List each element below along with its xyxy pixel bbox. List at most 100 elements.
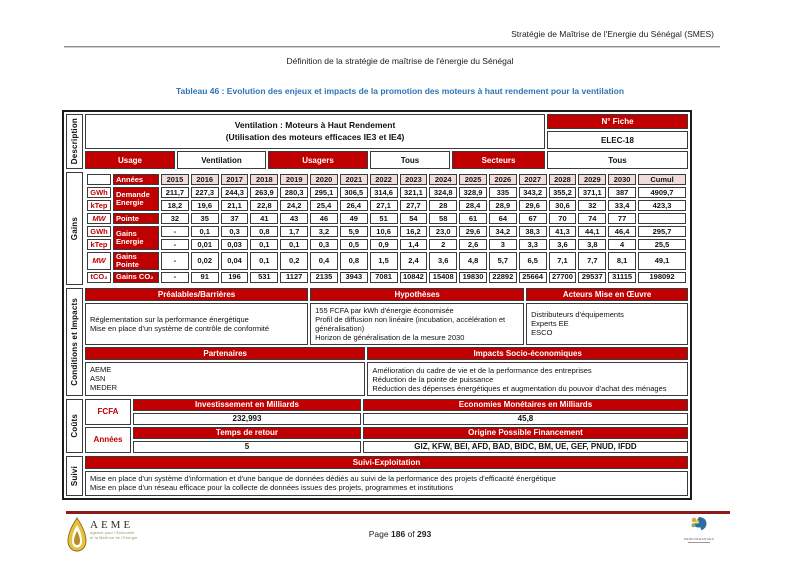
gains-value-cell: 3943 [339,271,368,283]
gains-value-cell: 0,9 [369,239,398,250]
acteurs-line: Experts EE [531,319,569,329]
gains-data-row: tCO₂ Gains CO₂ -91 196 531 1127 2135 3943 7081 10… [87,271,686,283]
hypotheses-header: Hypothèses [310,287,525,301]
year-header-cell: 2027 [518,174,547,185]
unit-cell: MW [87,213,111,224]
side-label-description: Description [66,114,83,169]
investissement-header: Investissement en Milliards [133,398,361,411]
report-title: Stratégie de Maîtrise de l'Energie du Sé… [511,29,714,39]
gains-data-row: GWh Gains Energie -0,1 0,3 0,8 1,7 3,2 5,9 10,6 1… [87,226,686,250]
gains-cumul-cell: 423,3 [638,200,686,211]
impacts-body: Amélioration du cadre de vie et de la pe… [367,361,688,396]
side-label-conditions: Conditions et Impacts [66,287,83,396]
table-caption: Tableau 46 : Evolution des enjeux et imp… [175,86,625,96]
gains-value-cell: 0,1 [190,226,219,237]
gains-cumul-cell: 25,5 [638,239,686,250]
unit-cell: kTep [87,200,111,211]
side-label-suivi: Suivi [66,455,83,496]
gains-value-cell: 22,8 [250,200,279,211]
annees-unit-label: Années [85,426,131,453]
gains-value-cell: 0,03 [220,239,249,250]
gains-value-cell: 0,8 [339,252,368,270]
fcfa-unit-label: FCFA [85,398,131,425]
gains-value-cell: 3,8 [578,239,607,250]
section-suivi: Suivi Suivi-Exploitation Mise en place d… [66,455,688,496]
gains-value-cell: 46,4 [608,226,636,237]
gains-value-cell: 19830 [459,271,487,283]
conditions-grid-top: Préalables/Barrières Hypothèses Acteurs … [85,287,688,345]
economies-header: Economies Monétaires en Milliards [362,398,688,411]
acteurs-line: Distributeurs d'équipements [531,310,624,320]
gains-value-cell: 196 [220,271,249,283]
year-header-cell: 2030 [608,174,636,185]
gains-table: Années 2015 2016 2017 2018 2019 2020 2021 2022 20… [85,172,688,285]
gains-value-cell: 23,0 [429,226,458,237]
gains-value-cell: 77 [608,213,636,224]
gains-value-cell: 91 [190,271,219,283]
gains-value-cell: 2135 [310,271,338,283]
suivi-line: Mise en place d'un système d'information… [90,473,556,483]
gains-value-cell: - [161,239,189,250]
usage-value: Ventilation [177,151,266,169]
gains-value-cell: 3,3 [518,239,547,250]
gains-value-cell: 4 [608,239,636,250]
footer-divider [66,511,730,514]
economies-value: 45,8 [362,412,688,425]
gains-value-cell: 387 [608,187,636,198]
performances-icon [691,517,707,531]
suivi-content: Suivi-Exploitation Mise en place d'un sy… [85,455,688,496]
usagers-label: Usagers [268,151,368,169]
impacts-header: Impacts Socio-économiques [367,346,688,360]
gains-value-cell: 7081 [369,271,398,283]
gains-value-cell: 43 [280,213,309,224]
gains-value-cell: 7,1 [548,252,577,270]
gains-value-cell: 321,1 [399,187,428,198]
gains-value-cell: 10842 [399,271,428,283]
gains-value-cell: 32 [578,200,607,211]
gains-value-cell: 28 [429,200,458,211]
conditions-content: Préalables/Barrières Hypothèses Acteurs … [85,287,688,396]
gains-value-cell: 74 [578,213,607,224]
gains-value-cell: 27,7 [399,200,428,211]
fiche-number-value: ELEC-18 [547,131,688,149]
gains-row-label: Gains CO₂ [113,271,159,283]
suivi-line: Mise en place d'un réseau efficace pour … [90,483,454,493]
section-gains: Gains Années 2015 2016 2017 2018 2019 2020 2021… [66,172,688,285]
gains-value-cell: 19,6 [190,200,219,211]
temps-retour-header: Temps de retour [133,426,361,439]
measure-title: Ventilation : Moteurs à Haut Rendement (… [85,114,545,149]
investissement-value: 232,993 [133,412,361,425]
fiche-number-header: N° Fiche [547,114,688,129]
section-description: Description Ventilation : Moteurs à Haut… [66,114,688,169]
gains-value-cell: 0,5 [339,239,368,250]
gains-value-cell: 355,2 [548,187,577,198]
chapter-subtitle: Définition de la stratégie de maîtrise d… [286,56,514,66]
gains-value-cell: 33,4 [608,200,636,211]
side-label-couts: Coûts [66,398,83,453]
performances-logo: PERFORMANCES [682,516,716,544]
gains-value-cell: 0,3 [220,226,249,237]
gains-value-cell: 244,3 [220,187,249,198]
hypotheses-line: Horizon de généralisation de la mesure 2… [315,332,465,342]
hypotheses-line: 155 FCFA par kWh d'énergie économisée [315,305,454,315]
gains-value-cell: 1,7 [280,226,309,237]
prealables-header: Préalables/Barrières [85,287,309,301]
unit-cell: GWh [87,187,111,198]
gains-value-cell: 27,1 [369,200,398,211]
year-header-cell: 2022 [369,174,398,185]
gains-value-cell: 61 [459,213,487,224]
gains-value-cell: 29537 [578,271,607,283]
gains-value-cell: 5,7 [488,252,517,270]
hypotheses-line: Profil de diffusion non linéaire (incuba… [315,314,506,333]
gains-value-cell: 29,6 [459,226,487,237]
secteurs-value: Tous [547,151,688,169]
gains-value-cell: 371,1 [578,187,607,198]
header-divider [64,46,720,48]
section-conditions: Conditions et Impacts Préalables/Barrièr… [66,287,688,396]
partenaire-item: AEME [90,365,112,375]
gains-value-cell: 6,5 [518,252,547,270]
aeme-logo-name: AEME [90,519,134,531]
gains-row-label: Demande Energie [113,187,159,211]
gains-row-label: Gains Energie [113,226,159,250]
page-number: Page 186 of 293 [0,529,800,539]
